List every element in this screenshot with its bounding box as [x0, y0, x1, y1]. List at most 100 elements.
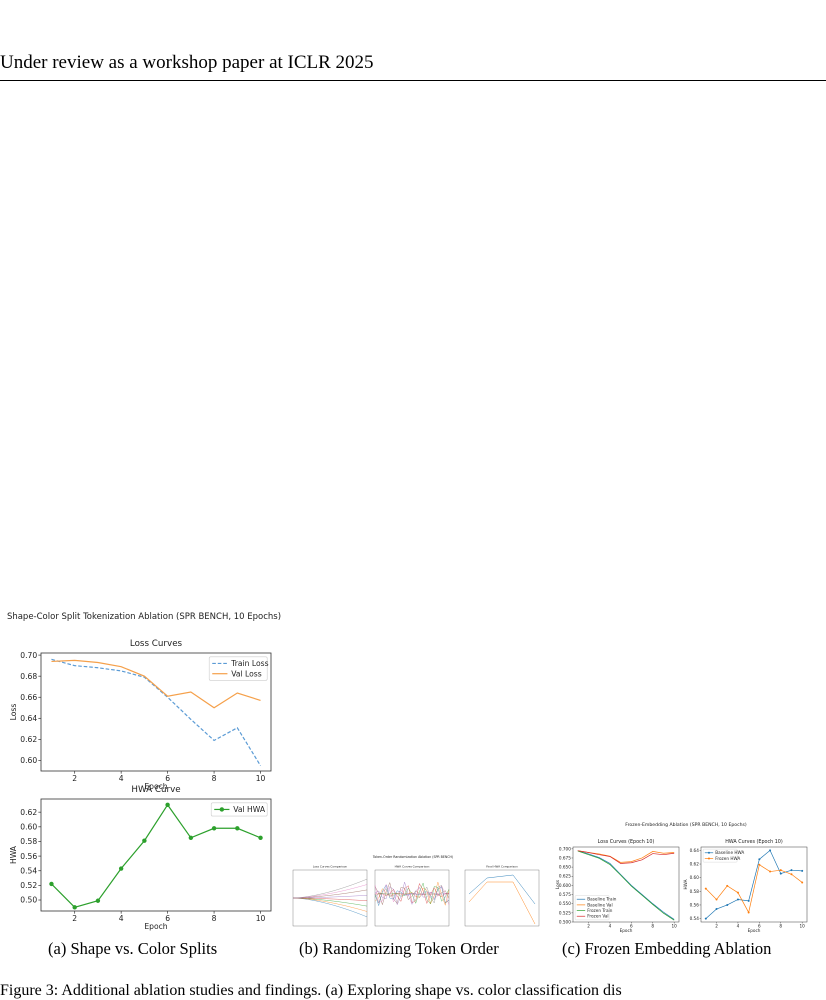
data-point: [726, 903, 729, 906]
x-tick-label: 8: [651, 923, 654, 928]
x-tick-label: 6: [630, 923, 633, 928]
caption-b: (b) Randomizing Token Order: [299, 939, 499, 958]
thumb-line: [468, 881, 536, 925]
caption-a: (a) Shape vs. Color Splits: [48, 939, 218, 958]
legend-marker: [707, 857, 710, 860]
data-point: [188, 835, 194, 840]
plot-frame: [40, 652, 272, 772]
y-tick-label: 0.54: [20, 866, 37, 875]
y-tick-label: 0.58: [20, 837, 37, 846]
data-point: [704, 887, 707, 890]
x-axis-label: Epoch: [620, 928, 633, 933]
y-tick-label: 0.62: [690, 862, 700, 867]
x-tick-label: 4: [609, 923, 612, 928]
series-line: [51, 658, 262, 767]
thumb-line: [374, 885, 450, 904]
plot-title: HWA Curves (Epoch 10): [725, 839, 783, 845]
y-tick-label: 0.52: [20, 881, 37, 890]
data-point: [779, 872, 782, 875]
thumb-line: [292, 884, 368, 899]
plot-frame: [700, 846, 808, 923]
y-axis-label: HWA: [683, 879, 688, 889]
legend-box: [574, 895, 610, 921]
y-tick-label: 0.68: [20, 672, 37, 681]
panel-title: HWA Curves Comparison: [395, 865, 430, 869]
y-axis-label: Loss: [555, 880, 560, 889]
y-tick-label: 0.650: [559, 865, 571, 870]
figure-b-panels: Loss Curves Comparison HWA Curves Compari…: [292, 865, 540, 927]
x-tick-label: 6: [758, 923, 761, 928]
x-tick-label: 10: [672, 923, 678, 928]
y-tick-label: 0.50: [20, 896, 37, 905]
x-tick-label: 10: [256, 914, 266, 923]
y-tick-label: 0.62: [20, 735, 37, 744]
thumb-line: [292, 897, 368, 907]
y-tick-label: 0.56: [690, 902, 700, 907]
x-axis-label: Epoch: [748, 928, 761, 933]
legend-box: [208, 656, 268, 681]
figure-b: Token-Order Randomization Ablation (SPR …: [292, 855, 540, 927]
plot-title: Loss Curves: [130, 639, 183, 649]
hwa-plot: HWA Curve 0.50 0.52 0.54 0.56 0.58 0.60 0.62 2 4 6…: [9, 785, 272, 931]
plot-frame: [572, 846, 680, 923]
data-point: [758, 858, 761, 861]
legend-label: Val Loss: [231, 669, 261, 678]
figure-c-suptitle: Frozen-Embedding Ablation (SPR BENCH, 10…: [625, 822, 747, 828]
data-point: [95, 898, 101, 903]
figure-caption-text: Figure 3: Additional ablation studies an…: [0, 982, 622, 999]
data-point: [142, 838, 147, 843]
data-point: [790, 873, 793, 876]
thumb-line: [292, 897, 368, 912]
y-tick-label: 0.575: [559, 892, 571, 897]
data-point: [211, 826, 217, 831]
caption-c: (c) Frozen Embedding Ablation: [562, 939, 772, 958]
y-tick-label: 0.60: [20, 822, 37, 831]
data-point: [769, 849, 772, 852]
y-tick-label: 0.625: [559, 874, 571, 879]
y-tick-label: 0.64: [690, 848, 700, 853]
series-line: [577, 850, 675, 921]
frozen-loss-plot: Loss Curves (Epoch 10) 0.500 0.525 0.550 0.5…: [555, 839, 680, 933]
y-tick-label: 0.60: [690, 875, 700, 880]
data-point: [118, 866, 124, 871]
data-point: [715, 908, 718, 911]
legend-label: Val HWA: [233, 805, 266, 814]
data-point: [736, 891, 739, 894]
y-tick-label: 0.70: [20, 651, 37, 660]
data-point: [801, 869, 804, 872]
plot-title: Loss Curves (Epoch 10): [598, 839, 655, 845]
legend-marker: [707, 851, 710, 854]
legend-box: [702, 848, 738, 863]
series-line: [577, 850, 675, 864]
thumb-line: [292, 889, 368, 899]
legend-label: Frozen HWA: [715, 856, 740, 861]
y-tick-label: 0.600: [559, 883, 571, 888]
thumb-line: [292, 895, 368, 899]
data-point: [769, 870, 772, 873]
series-line: [51, 803, 261, 909]
y-tick-label: 0.500: [559, 919, 571, 924]
y-tick-label: 0.54: [690, 916, 700, 921]
legend-label: Baseline Train: [587, 897, 616, 902]
data-point: [258, 835, 263, 840]
thumb-line: [292, 878, 368, 899]
x-tick-label: 2: [72, 914, 77, 923]
plot-title: HWA Curve: [131, 785, 180, 795]
legend-label: Frozen Val: [587, 914, 608, 919]
series-line: [705, 864, 803, 914]
data-point: [747, 911, 750, 914]
panel-frame: [464, 869, 540, 927]
panel-frame: [374, 869, 450, 927]
data-point: [801, 881, 804, 884]
x-axis-label: Epoch: [144, 782, 167, 791]
panel-title: Final HWA Comparison: [486, 865, 518, 869]
x-tick-label: 8: [212, 774, 217, 783]
x-tick-label: 2: [72, 774, 77, 783]
x-tick-label: 4: [119, 914, 124, 923]
legend-label: Frozen Train: [587, 908, 612, 913]
y-tick-label: 0.60: [20, 756, 37, 765]
x-tick-label: 8: [212, 914, 217, 923]
x-tick-label: 10: [256, 774, 266, 783]
data-point: [715, 898, 718, 901]
thumb-line: [292, 897, 368, 901]
